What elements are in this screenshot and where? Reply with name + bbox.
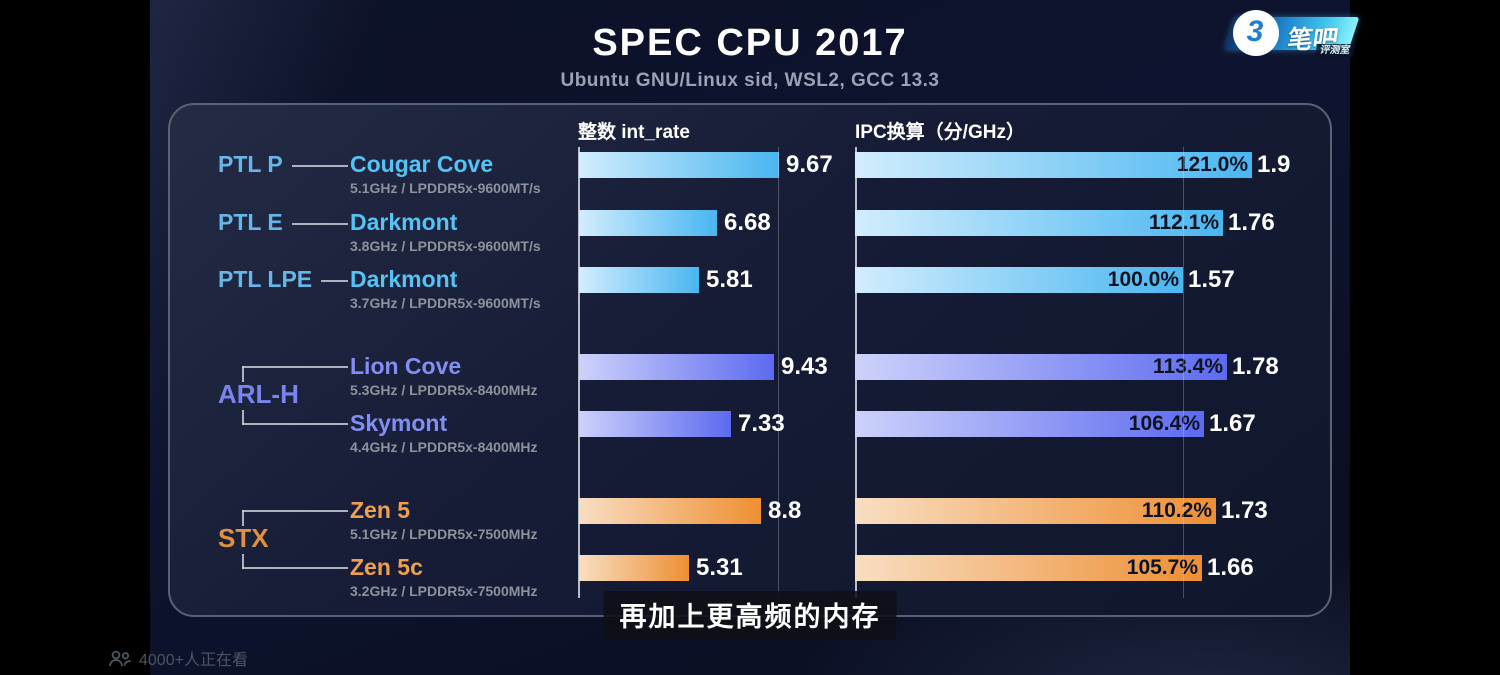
ipc-value: 1.57 [1188,266,1235,293]
connector-line [321,279,348,282]
core-spec: 5.1GHz / LPDDR5x-9600MT/s [350,180,541,196]
row-core-label: Lion Cove 5.3GHz / LPDDR5x-8400MHz [350,353,538,398]
ipc-bar [855,411,1204,437]
core-name: Darkmont [350,209,458,235]
int-rate-value: 9.67 [786,151,833,178]
ipc-bar [855,555,1202,581]
row-core-label: Zen 5c 3.2GHz / LPDDR5x-7500MHz [350,554,538,599]
core-name: Skymont [350,410,448,436]
group-label-ptl-lpe: PTL LPE [218,265,348,293]
chart-column-header-int-rate: 整数 int_rate [578,122,690,143]
ipc-value: 1.78 [1232,353,1279,380]
page-title: SPEC CPU 2017 [592,22,908,64]
bracket-top-line [242,510,348,512]
chart-column-header-ipc: IPC换算（分/GHz） [855,122,1025,143]
core-spec: 3.7GHz / LPDDR5x-9600MT/s [350,295,541,311]
chart-area: PTL P Cougar Cove 5.1GHz / LPDDR5x-9600MT/… [150,0,1350,675]
core-name: Cougar Cove [350,151,494,177]
ipc-bar [855,354,1227,380]
logo-badge-icon: 3 [1233,10,1279,56]
connector-line [291,222,348,225]
int-rate-bar [579,354,774,380]
int-rate-bar [579,152,779,178]
bracket-bottom-line [242,423,348,425]
row-core-label: Darkmont 3.8GHz / LPDDR5x-9600MT/s [350,209,541,254]
group-label-text: PTL P [218,151,283,177]
int-rate-value: 8.8 [768,497,802,524]
core-name: Zen 5c [350,554,423,580]
group-label-ptl-p: PTL P [218,150,348,178]
bracket-top-line [242,366,348,368]
ipc-percent: 112.1% [1148,211,1219,234]
ipc-percent: 100.0% [1107,268,1179,291]
group-label-stx: STX [218,522,269,553]
row-core-label: Cougar Cove 5.1GHz / LPDDR5x-9600MT/s [350,151,541,196]
bracket-vertical-upper [242,510,244,526]
int-rate-value: 7.33 [738,410,785,437]
bracket-vertical-lower [242,409,244,425]
int-rate-value: 9.43 [781,353,828,380]
group-label-arl-h: ARL-H [218,378,299,409]
ipc-percent: 106.4% [1128,412,1200,435]
logo-glyph: 3 [1246,15,1264,48]
int-rate-value: 5.31 [696,554,743,581]
live-viewers-status: 4000+人正在看 [108,646,248,670]
viewers-icon [109,650,131,666]
page-subtitle: Ubuntu GNU/Linux sid, WSL2, GCC 13.3 [560,70,940,91]
ipc-value: 1.73 [1221,497,1268,524]
bracket-vertical-upper [242,366,244,382]
int-rate-bar [579,210,717,236]
group-label-ptl-e: PTL E [218,208,348,236]
ipc-100pct-gridline [1183,147,1184,598]
ipc-value: 1.66 [1207,554,1254,581]
row-core-label: Darkmont 3.7GHz / LPDDR5x-9600MT/s [350,266,541,311]
channel-logo: 3 笔吧 评测室 [1216,8,1366,60]
int-rate-bar [579,267,699,293]
bracket-vertical-lower [242,553,244,569]
core-name: Zen 5 [350,497,411,523]
int-rate-value: 6.68 [724,209,771,236]
slide-background: SPEC CPU 2017 Ubuntu GNU/Linux sid, WSL2… [150,0,1360,675]
int-rate-value: 5.81 [706,266,753,293]
ipc-value: 1.67 [1209,410,1256,437]
core-spec: 3.8GHz / LPDDR5x-9600MT/s [350,238,541,254]
group-label-text: PTL E [218,209,283,235]
int-rate-gridline [778,147,779,598]
row-core-label: Skymont 4.4GHz / LPDDR5x-8400MHz [350,410,538,455]
ipc-bar [855,267,1183,293]
ipc-value: 1.9 [1257,151,1291,178]
core-spec: 3.2GHz / LPDDR5x-7500MHz [350,583,538,599]
subtitle-caption: 再加上更高频的内存 [603,591,897,640]
core-name: Lion Cove [350,353,462,379]
core-spec: 5.1GHz / LPDDR5x-7500MHz [350,526,538,542]
core-spec: 5.3GHz / LPDDR5x-8400MHz [350,382,538,398]
bracket-bottom-line [242,567,348,569]
ipc-percent: 110.2% [1141,499,1212,522]
viewers-count: 4000+人正在看 [139,652,248,669]
ipc-percent: 105.7% [1126,556,1198,579]
int-rate-bar [579,411,731,437]
ipc-bar [855,152,1252,178]
core-name: Darkmont [350,266,458,292]
int-rate-bar [579,498,761,524]
ipc-percent: 113.4% [1152,355,1223,378]
ipc-percent: 121.0% [1176,153,1248,176]
core-spec: 4.4GHz / LPDDR5x-8400MHz [350,439,538,455]
group-label-text: PTL LPE [218,266,313,292]
ipc-bar [855,498,1216,524]
connector-line [291,164,348,167]
ipc-bar [855,210,1223,236]
ipc-value: 1.76 [1228,209,1275,236]
int-rate-bar [579,555,689,581]
row-core-label: Zen 5 5.1GHz / LPDDR5x-7500MHz [350,497,538,542]
